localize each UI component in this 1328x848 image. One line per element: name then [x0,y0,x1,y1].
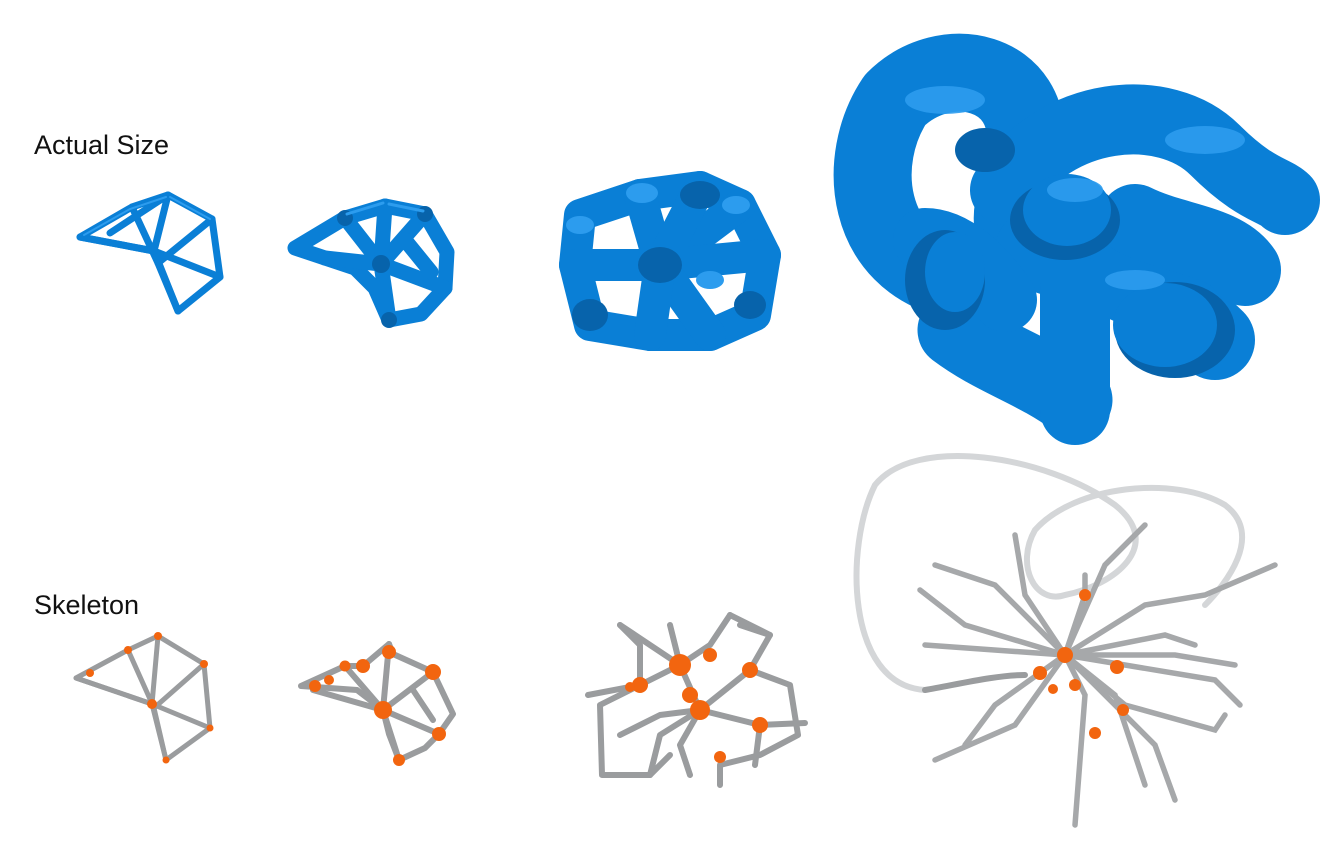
skeleton-stage-2 [298,641,456,766]
skeleton-stage-4 [853,453,1278,828]
skeleton-stage-3 [585,612,808,788]
actual-size-stage-1 [76,191,224,315]
actual-size-stage-4 [833,33,1320,445]
actual-size-stage-3 [559,171,781,351]
actual-size-stage-2 [287,198,455,328]
skeleton-stage-1 [73,632,214,764]
row-label-skeleton: Skeleton [34,590,140,620]
row-label-actual-size: Actual Size [34,130,170,160]
